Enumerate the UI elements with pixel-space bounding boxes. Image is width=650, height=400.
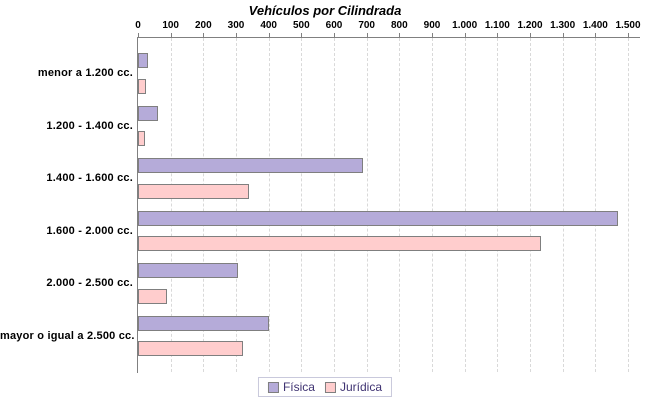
value-tick-mark: [628, 33, 629, 38]
value-tick-mark: [399, 33, 401, 38]
gridline: [268, 38, 270, 372]
bar-fisica-3: [138, 211, 618, 226]
legend-item-juridica: Jurídica: [324, 380, 383, 394]
gridline: [628, 38, 629, 372]
value-tick-mark: [203, 33, 205, 38]
category-label-1: 1.200 - 1.400 cc.: [46, 120, 133, 132]
category-label-2: 1.400 - 1.600 cc.: [46, 172, 133, 184]
value-tick-mark: [464, 33, 466, 38]
value-tick-label: 400: [260, 20, 277, 31]
gridline: [432, 38, 433, 372]
value-tick-mark: [530, 33, 531, 38]
value-tick-label: 1.300: [550, 20, 576, 31]
value-tick-label: 500: [292, 20, 310, 31]
gridline: [203, 38, 205, 372]
value-tick-label: 1.200: [517, 20, 543, 31]
gridline: [497, 38, 499, 372]
value-tick-mark: [301, 33, 303, 38]
value-tick-mark: [138, 33, 139, 38]
category-label-5: mayor o igual a 2.500 cc.: [0, 330, 135, 342]
gridline: [236, 38, 237, 372]
gridline: [366, 38, 368, 372]
gridline: [170, 38, 172, 372]
bar-juridica-5: [138, 341, 243, 356]
value-axis-line: [138, 37, 640, 38]
chart-title: Vehículos por Cilindrada: [248, 3, 402, 18]
value-tick-mark: [170, 33, 172, 38]
value-tick-label: 1.500: [615, 20, 641, 31]
bar-fisica-2: [138, 158, 363, 173]
bar-juridica-3: [138, 236, 541, 251]
category-axis-line: [137, 37, 138, 373]
bar-juridica-0: [138, 79, 146, 94]
value-tick-mark: [595, 33, 597, 38]
category-label-4: 2.000 - 2.500 cc.: [46, 277, 133, 289]
gridline: [399, 38, 401, 372]
value-tick-mark: [497, 33, 499, 38]
category-label-3: 1.600 - 2.000 cc.: [46, 225, 133, 237]
value-tick-label: 1.100: [484, 20, 510, 31]
value-tick-label: 100: [162, 20, 179, 31]
value-tick-label: 600: [325, 20, 343, 31]
bar-juridica-1: [138, 131, 145, 146]
value-tick-mark: [432, 33, 433, 38]
bar-fisica-4: [138, 263, 238, 278]
value-tick-label: 1.400: [582, 20, 608, 31]
bar-juridica-4: [138, 289, 167, 304]
bar-fisica-1: [138, 106, 158, 121]
legend-label-juridica: Jurídica: [339, 380, 383, 394]
value-tick-mark: [236, 33, 237, 38]
category-label-0: menor a 1.200 cc.: [37, 67, 133, 79]
value-tick-label: 800: [390, 20, 408, 31]
gridline: [595, 38, 597, 372]
value-tick-label: 700: [358, 20, 375, 31]
value-tick-mark: [366, 33, 368, 38]
legend-item-fisica: Física: [267, 380, 315, 394]
legend-swatch-fisica: [267, 381, 279, 393]
gridline: [464, 38, 466, 372]
gridline: [562, 38, 564, 372]
gridline: [301, 38, 303, 372]
value-tick-mark: [334, 33, 335, 38]
gridline: [334, 38, 335, 372]
value-tick-label: 0: [135, 20, 141, 31]
legend: Física Jurídica: [257, 377, 393, 397]
legend-label-fisica: Física: [282, 380, 315, 394]
value-tick-mark: [268, 33, 270, 38]
bar-juridica-2: [138, 184, 249, 199]
value-tick-mark: [562, 33, 564, 38]
bar-fisica-5: [138, 316, 269, 331]
value-tick-label: 200: [194, 20, 212, 31]
value-tick-label: 900: [423, 20, 441, 31]
bar-fisica-0: [138, 53, 148, 68]
value-tick-label: 1.000: [452, 20, 478, 31]
value-tick-label: 300: [227, 20, 245, 31]
gridline: [530, 38, 531, 372]
legend-swatch-juridica: [324, 381, 336, 393]
